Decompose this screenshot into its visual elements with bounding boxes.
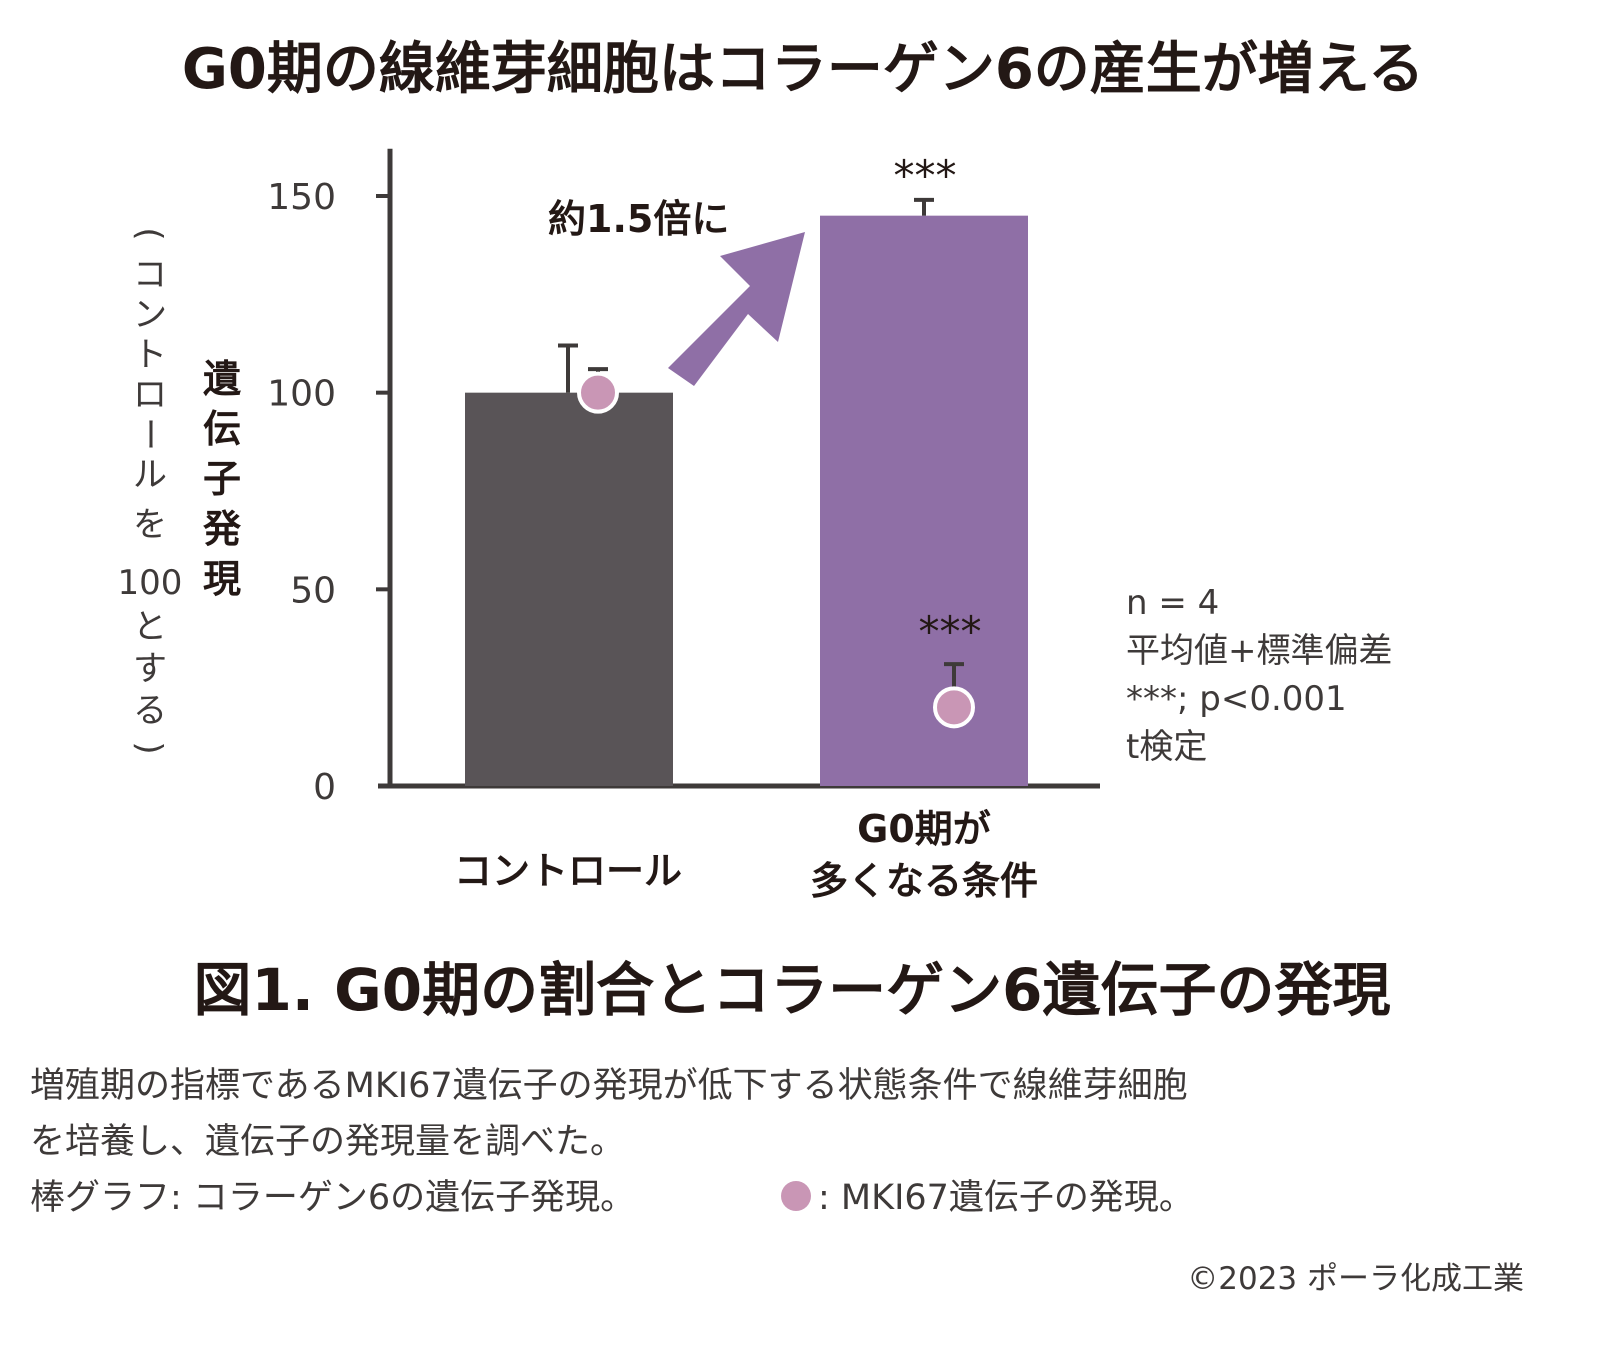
x-category-label: 多くなる条件 <box>810 859 1038 903</box>
stats-line: t検定 <box>1126 727 1207 767</box>
bar-0 <box>465 392 673 786</box>
y-axis-label-sub-char: ン <box>133 295 167 335</box>
y-axis-label-main: 遺伝子発現 <box>203 357 242 601</box>
y-axis-label-sub-char: ル <box>133 455 167 495</box>
page-title: G0期の線維芽細胞はコラーゲン6の産生が増える <box>182 37 1424 102</box>
y-tick-label: 0 <box>313 767 336 808</box>
stats-line: n = 4 <box>1126 583 1219 623</box>
y-tick-label: 50 <box>290 570 336 611</box>
y-axis-label-sub-char: ト <box>133 335 167 375</box>
y-axis-label-sub-char: ロ <box>133 375 167 415</box>
x-category-label: コントロール <box>454 849 682 893</box>
description-line-3a: 棒グラフ: コラーゲン6の遺伝子発現。 <box>30 1178 635 1218</box>
y-tick-label: 100 <box>267 374 336 415</box>
y-axis-label-sub-char: す <box>133 649 167 689</box>
dot-legend-marker <box>781 1181 811 1211</box>
y-tick-label: 150 <box>267 177 336 218</box>
y-axis-label-sub-char: ( <box>129 227 169 240</box>
y-axis-label-sub-char: を <box>133 505 167 545</box>
y-axis-label-char: 伝 <box>203 407 241 451</box>
y-axis-label-sub-char: と <box>133 607 167 647</box>
y-axis-label-sub-char: 100 <box>118 563 183 603</box>
description-line-1: 増殖期の指標であるMKI67遺伝子の発現が低下する状態条件で線維芽細胞 <box>30 1066 1188 1106</box>
dot-1 <box>933 686 975 729</box>
y-axis-label-sub-char: る <box>133 691 167 731</box>
bar-significance: *** <box>894 151 957 200</box>
copyright: ©2023 ポーラ化成工業 <box>1187 1261 1524 1297</box>
stats-line: ***; p<0.001 <box>1126 679 1347 719</box>
description: 増殖期の指標であるMKI67遺伝子の発現が低下する状態条件で線維芽細胞 を培養し… <box>30 1066 1194 1218</box>
figure-caption: 図1. G0期の割合とコラーゲン6遺伝子の発現 <box>194 956 1391 1024</box>
dot-significance: *** <box>919 607 982 656</box>
stats-legend: n = 4 平均値+標準偏差 ***; p<0.001 t検定 <box>1126 583 1393 767</box>
description-line-3b: : MKI67遺伝子の発現。 <box>818 1178 1194 1218</box>
description-line-2: を培養し、遺伝子の発現量を調べた。 <box>30 1122 625 1162</box>
y-axis-label-char: 現 <box>203 557 241 601</box>
stats-line: 平均値+標準偏差 <box>1126 631 1393 671</box>
dot-0 <box>577 371 619 414</box>
increase-arrow <box>668 232 805 386</box>
y-axis-label-sub-char: ) <box>129 741 169 754</box>
y-axis-label-char: 遺 <box>203 357 242 401</box>
y-axis-label-char: 発 <box>203 507 242 551</box>
bar-1 <box>820 215 1028 786</box>
fold-change-annotation: 約1.5倍に <box>548 197 729 241</box>
x-category-label: G0期が <box>857 807 991 851</box>
y-axis-label-sub-char: コ <box>133 255 167 295</box>
y-axis-label-sub-char: ー <box>129 417 169 451</box>
y-axis-label-char: 子 <box>203 457 241 501</box>
